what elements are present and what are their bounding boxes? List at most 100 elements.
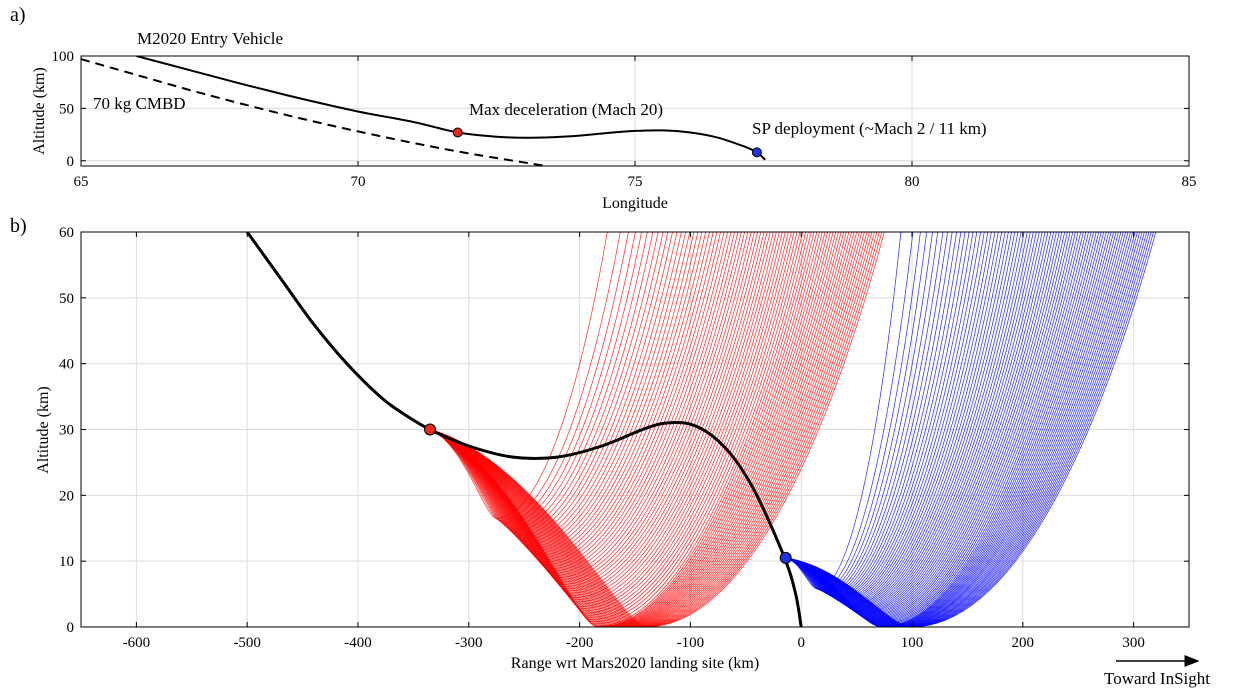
dispersion-line-red bbox=[429, 232, 852, 627]
x-tick-label: 75 bbox=[628, 174, 643, 190]
dispersion-line-blue bbox=[785, 232, 1124, 627]
series-line-m2020 bbox=[136, 56, 766, 161]
x-tick-label: 0 bbox=[797, 635, 805, 651]
y-tick-label: 50 bbox=[59, 291, 74, 307]
y-tick-label: 0 bbox=[67, 620, 75, 636]
dispersion-line-blue bbox=[785, 232, 902, 590]
dispersion-line-blue bbox=[785, 232, 948, 595]
dispersion-line-red bbox=[429, 232, 834, 627]
dispersion-line-red bbox=[429, 232, 870, 627]
dispersion-line-red bbox=[429, 232, 847, 627]
release-point-blue bbox=[779, 551, 792, 564]
dispersion-line-blue bbox=[785, 232, 1087, 627]
dispersion-line-blue bbox=[785, 232, 1097, 627]
main-trajectory-line bbox=[245, 232, 803, 627]
dispersion-line-blue bbox=[785, 232, 957, 597]
x-tick-label: 80 bbox=[905, 174, 920, 190]
dispersion-line-red bbox=[429, 232, 636, 526]
series-label-m2020: M2020 Entry Vehicle bbox=[137, 29, 283, 48]
dispersion-line-red bbox=[429, 232, 883, 627]
x-tick-label: 100 bbox=[901, 635, 924, 651]
dispersion-line-blue bbox=[785, 232, 1092, 627]
x-tick-label: -200 bbox=[566, 635, 594, 651]
y-tick-label: 50 bbox=[59, 101, 74, 117]
dispersion-line-blue bbox=[785, 232, 933, 593]
x-tick-label: 70 bbox=[351, 174, 366, 190]
x-tick-label: -100 bbox=[677, 635, 705, 651]
release-point-red bbox=[424, 423, 437, 436]
dispersion-line-blue bbox=[785, 232, 1110, 627]
dispersion-line-red bbox=[429, 232, 878, 627]
panel-a-frame bbox=[80, 55, 1190, 167]
panel-b-main-trajectory bbox=[245, 232, 803, 627]
dispersion-line-red bbox=[429, 232, 837, 627]
panel-a-ylabel: Altitude (km) bbox=[31, 67, 48, 155]
dispersion-line-blue bbox=[785, 232, 1089, 627]
y-tick-label: 20 bbox=[59, 488, 74, 504]
dispersion-line-red bbox=[429, 232, 865, 627]
dispersion-line-red bbox=[429, 232, 739, 579]
dispersion-line-blue bbox=[785, 232, 921, 591]
y-tick-label: 100 bbox=[52, 49, 75, 65]
dispersion-line-red bbox=[429, 232, 707, 559]
dispersion-line-blue bbox=[785, 232, 962, 598]
y-tick-label: 0 bbox=[67, 154, 75, 170]
dispersion-line-blue bbox=[785, 232, 953, 596]
x-tick-label: 300 bbox=[1122, 635, 1145, 651]
dispersion-line-blue bbox=[785, 232, 928, 592]
dispersion-line-red bbox=[429, 232, 875, 627]
point-sp-deployment bbox=[751, 147, 762, 158]
dispersion-line-red bbox=[429, 232, 873, 627]
dispersion-line-red bbox=[429, 232, 850, 627]
x-tick-label: 200 bbox=[1012, 635, 1035, 651]
dispersion-line-red bbox=[429, 232, 801, 623]
point-label-max-decel: Max deceleration (Mach 20) bbox=[469, 100, 663, 119]
dispersion-line-blue bbox=[785, 232, 1157, 627]
dispersion-line-red bbox=[429, 232, 629, 524]
x-tick-label: -600 bbox=[123, 635, 151, 651]
point-max-deceleration bbox=[452, 127, 463, 138]
dispersion-line-blue bbox=[785, 232, 1094, 627]
dispersion-line-red bbox=[429, 232, 880, 627]
x-tick-label: -500 bbox=[233, 635, 261, 651]
dispersion-line-blue bbox=[785, 232, 970, 599]
direction-annotation: Toward InSight bbox=[1104, 669, 1210, 688]
dispersion-line-red bbox=[429, 232, 699, 554]
dispersion-line-red bbox=[429, 232, 659, 535]
x-tick-label: -300 bbox=[455, 635, 483, 651]
dispersion-line-red bbox=[429, 232, 795, 618]
dispersion-line-red bbox=[429, 232, 695, 552]
y-tick-label: 30 bbox=[59, 423, 74, 439]
dispersion-line-red bbox=[429, 232, 868, 627]
dispersion-line-red bbox=[429, 232, 621, 521]
x-tick-label: -400 bbox=[344, 635, 372, 651]
panel-b-dispersion bbox=[429, 232, 1157, 627]
dispersion-line-red bbox=[429, 232, 863, 627]
dispersion-line-red bbox=[429, 232, 774, 603]
dispersion-line-red bbox=[429, 232, 858, 627]
y-tick-label: 10 bbox=[59, 554, 74, 570]
dispersion-line-blue bbox=[785, 232, 1112, 627]
dispersion-line-red bbox=[429, 232, 812, 627]
x-tick-label: 65 bbox=[74, 174, 89, 190]
panel-a-ticks: 65 70 75 80 85 0 50 100 bbox=[52, 49, 1197, 190]
dispersion-line-red bbox=[429, 232, 885, 627]
panel-b-ylabel: Altitude (km) bbox=[35, 386, 52, 474]
panel-b-xlabel: Range wrt Mars2020 landing site (km) bbox=[511, 655, 759, 672]
point-label-sp-deploy: SP deployment (~Mach 2 / 11 km) bbox=[752, 119, 987, 138]
dispersion-line-red bbox=[429, 232, 673, 541]
series-label-cmbd: 70 kg CMBD bbox=[93, 94, 186, 113]
panel-a-series bbox=[81, 56, 766, 166]
y-tick-label: 40 bbox=[59, 357, 74, 373]
dispersion-line-blue bbox=[785, 232, 1114, 627]
dispersion-line-red bbox=[429, 232, 714, 563]
dispersion-line-blue bbox=[785, 232, 978, 601]
panel-a-xlabel: Longitude bbox=[602, 195, 668, 212]
dispersion-line-red bbox=[429, 232, 860, 627]
dispersion-line-blue bbox=[785, 232, 1107, 627]
dispersion-line-red bbox=[429, 232, 855, 627]
dispersion-line-blue bbox=[785, 232, 1102, 627]
panel-b-label: b) bbox=[10, 215, 27, 237]
dispersion-line-blue bbox=[785, 232, 1105, 627]
